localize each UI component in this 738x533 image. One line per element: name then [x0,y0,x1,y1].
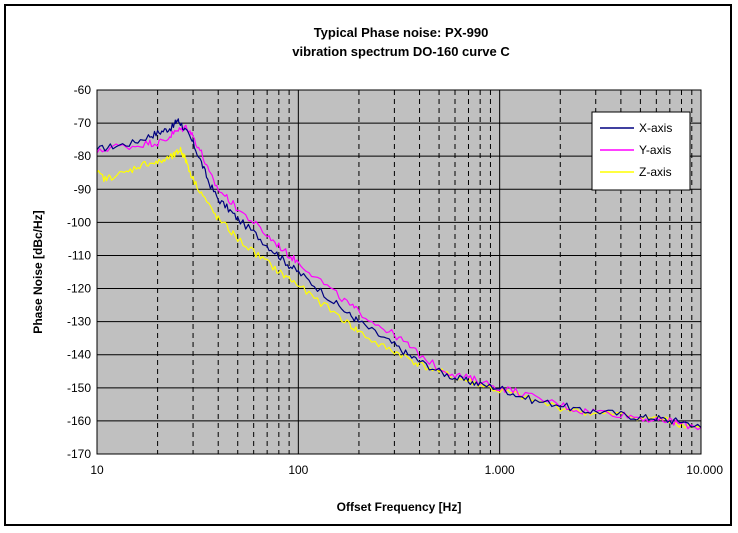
y-tick-label: -170 [67,447,91,461]
chart-title: Typical Phase noise: PX-990 vibration sp… [292,25,510,59]
y-tick-label: -150 [67,381,91,395]
y-tick-label: -70 [74,116,92,130]
x-tick-label: 1.000 [485,463,515,477]
legend-label-x-axis: X-axis [639,121,672,135]
x-tick-label: 100 [288,463,308,477]
series-line-x-axis [96,118,702,428]
y-tick-label: -140 [67,348,91,362]
chart-title-line-2: vibration spectrum DO-160 curve C [292,44,510,59]
x-axis-label: Offset Frequency [Hz] [337,500,462,514]
plot-border [96,89,702,455]
y-tick-label: -130 [67,315,91,329]
legend-label-z-axis: Z-axis [639,165,672,179]
minor-gridlines [157,90,693,454]
chart-title-line-1: Typical Phase noise: PX-990 [314,25,489,40]
x-tick-label: 10.000 [686,463,723,477]
y-tick-label: -110 [68,248,91,262]
series-line-y-axis [96,124,702,431]
legend: X-axis Y-axis Z-axis [591,111,691,191]
legend-label-y-axis: Y-axis [639,143,671,157]
series-line-z-axis [96,146,702,429]
legend-box [591,111,691,191]
y-tick-label: -80 [74,149,92,163]
y-tick-label: -90 [74,182,92,196]
series-lines [96,118,702,431]
x-axis-tick-labels: 10 100 1.000 10.000 [90,463,723,477]
y-tick-label: -120 [67,282,91,296]
y-axis-label: Phase Noise [dBc/Hz] [31,210,45,333]
y-tick-label: -60 [74,83,92,97]
y-tick-label: -100 [67,215,91,229]
phase-noise-chart: Typical Phase noise: PX-990 vibration sp… [31,25,723,514]
chart-frame: Typical Phase noise: PX-990 vibration sp… [4,4,732,526]
y-axis-tick-labels: -60 -70 -80 -90 -100 -110 -120 -130 -140 -150 -160… [67,83,91,461]
x-tick-label: 10 [90,463,104,477]
y-tick-label: -160 [67,414,91,428]
